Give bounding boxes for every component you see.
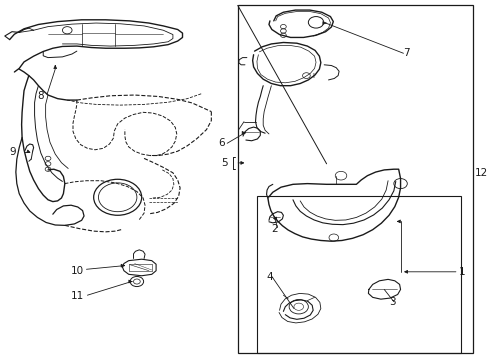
Text: 8: 8 [38, 91, 44, 102]
Text: 2: 2 [271, 224, 277, 234]
Bar [256, 196, 460, 353]
Text: 10: 10 [71, 266, 84, 276]
Text: 5: 5 [221, 158, 228, 168]
Text: 11: 11 [71, 291, 84, 301]
Text: 7: 7 [403, 48, 409, 58]
Text: 6: 6 [218, 138, 224, 148]
Bar [237, 5, 472, 353]
Text: 3: 3 [388, 297, 395, 307]
Text: 1: 1 [458, 267, 465, 277]
Text: l: l [311, 73, 314, 79]
Text: 9: 9 [10, 147, 16, 157]
Text: 12: 12 [473, 168, 487, 178]
Text: 4: 4 [266, 272, 273, 282]
